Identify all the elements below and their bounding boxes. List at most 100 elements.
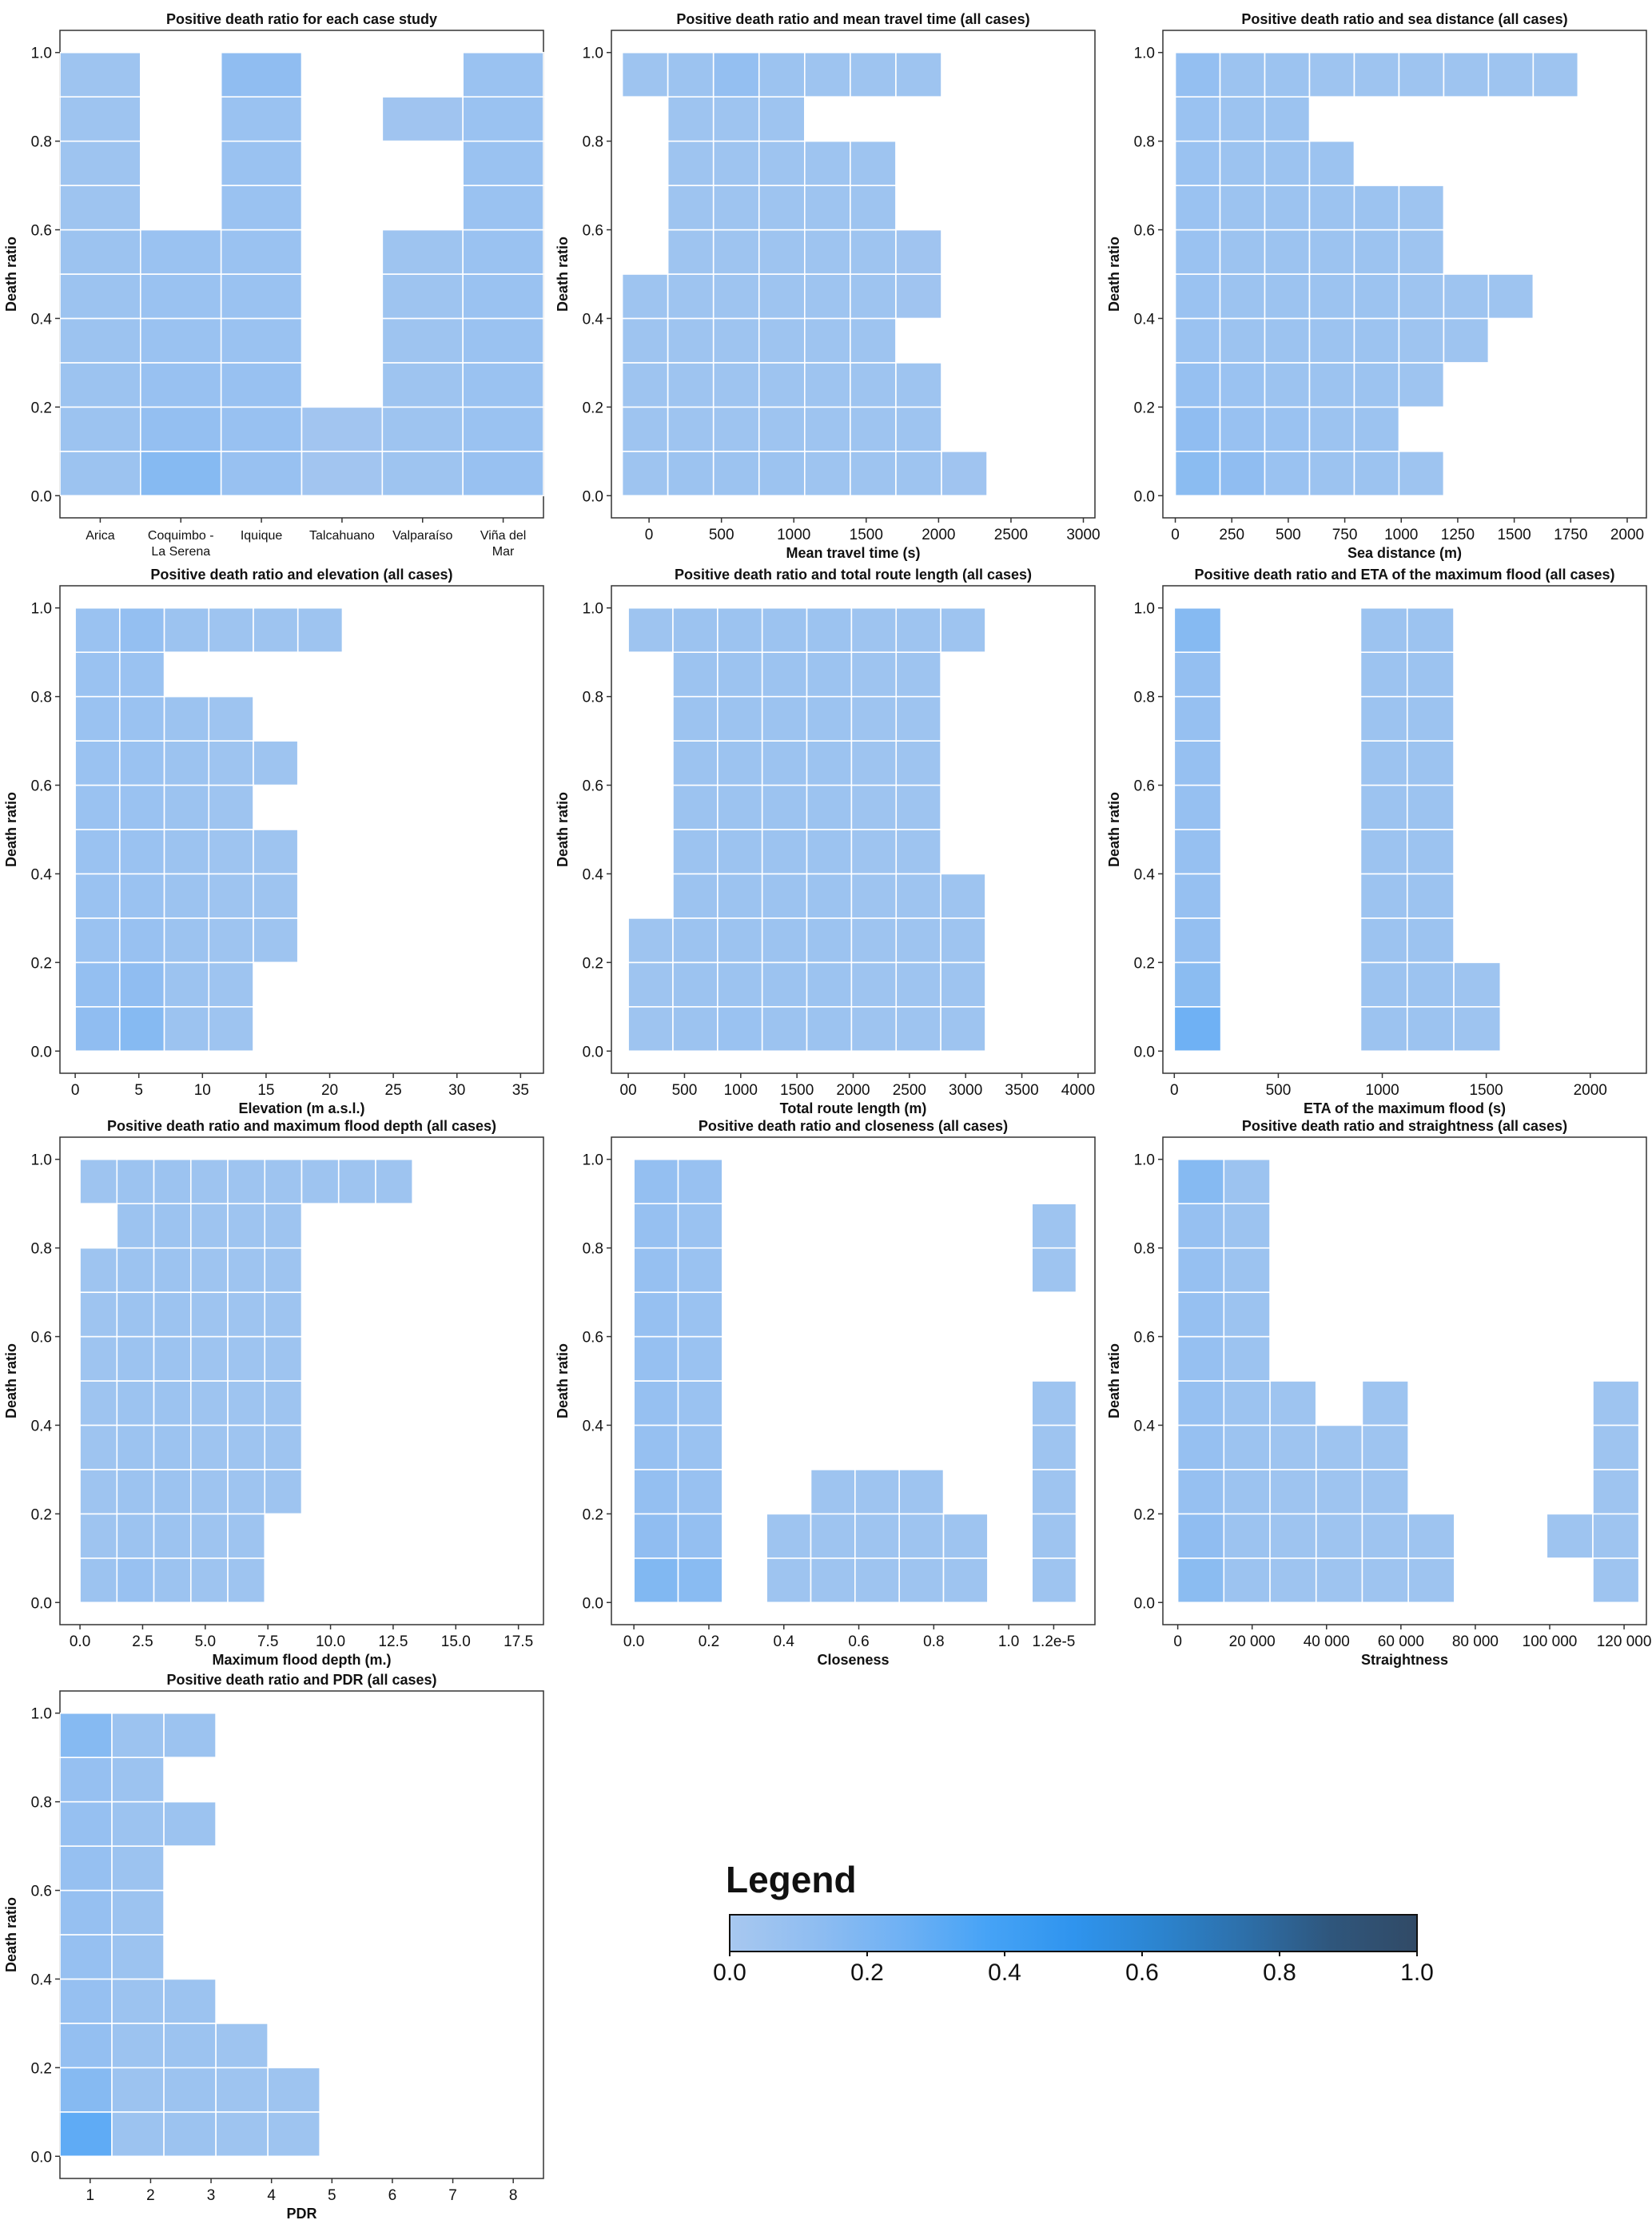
heatmap-cell [895, 273, 942, 320]
heatmap-cell [806, 829, 853, 875]
x-tick-label: 2000 [1574, 1082, 1607, 1099]
heatmap-cell [253, 917, 299, 964]
heatmap-cell [220, 362, 303, 408]
y-tick-label: 1.0 [31, 1706, 52, 1723]
heatmap-cell [1269, 1469, 1317, 1515]
x-tick-label: 750 [1332, 527, 1358, 543]
x-tick-label: 3 [207, 2187, 216, 2204]
x-tick-label: 5 [134, 1082, 143, 1099]
x-tick-label: 500 [1276, 527, 1301, 543]
heatmap-cell [253, 873, 299, 919]
heatmap-cell [677, 1203, 723, 1249]
heatmap-cell [1592, 1424, 1640, 1470]
heatmap-cell [1443, 317, 1490, 364]
heatmap-cell [1223, 1513, 1271, 1559]
heatmap-cell [111, 1889, 165, 1936]
y-tick-label: 1.0 [583, 1152, 603, 1169]
heatmap-cell [462, 362, 544, 408]
x-tick-label: 3000 [1066, 527, 1100, 543]
heatmap-cell [717, 607, 763, 653]
heatmap-cell [381, 273, 464, 320]
heatmap-cell [1592, 1558, 1640, 1604]
heatmap-cell [163, 961, 210, 1008]
heatmap-cell [79, 1513, 118, 1559]
heatmap-cell [116, 1424, 155, 1470]
x-tick-label: 2 [146, 2187, 155, 2204]
heatmap-cell [59, 2023, 113, 2069]
heatmap-cell [381, 229, 464, 275]
y-tick-label: 0.2 [1134, 1506, 1155, 1523]
y-tick-label: 0.0 [31, 488, 52, 505]
heatmap-cell [941, 451, 988, 497]
heatmap-cell [59, 229, 141, 275]
y-tick-label: 0.0 [583, 1044, 603, 1060]
x-tick-label: Viña del Mar [480, 529, 527, 559]
heatmap-cell [1406, 961, 1455, 1008]
heatmap-cell [264, 1380, 303, 1426]
heatmap-cell [1353, 273, 1400, 320]
heatmap-cell [621, 406, 669, 452]
heatmap-cell [1406, 917, 1455, 964]
heatmap-cell [59, 1757, 113, 1803]
heatmap-cell [119, 1006, 165, 1052]
heatmap-cell [677, 1247, 723, 1293]
heatmap-cell [633, 1158, 679, 1204]
heatmap-cell [163, 2023, 217, 2069]
heatmap-cell [712, 317, 760, 364]
heatmap-cell [381, 451, 464, 497]
heatmap-cell [1173, 873, 1222, 919]
heatmap-cell [672, 917, 719, 964]
y-axis-label: Death ratio [555, 792, 571, 867]
y-tick-label: 0.2 [1134, 400, 1155, 416]
heatmap-cell [667, 185, 715, 231]
heatmap-cell [1174, 406, 1221, 452]
heatmap-cell [804, 140, 851, 186]
heatmap-cell [119, 829, 165, 875]
heatmap-cell [267, 2067, 320, 2113]
y-tick-label: 0.2 [583, 955, 603, 972]
heatmap-cell [1264, 362, 1311, 408]
heatmap-cell [1315, 1424, 1363, 1470]
heatmap-cell [163, 695, 210, 742]
heatmap-cell [1406, 695, 1455, 742]
heatmap-cell [1359, 829, 1408, 875]
heatmap-cell [1176, 1291, 1225, 1338]
heatmap-cell [267, 2111, 320, 2158]
y-tick-label: 0.8 [31, 1241, 52, 1258]
heatmap-cell [208, 873, 254, 919]
heatmap-cell [111, 1800, 165, 1847]
heatmap-cell [717, 961, 763, 1008]
heatmap-cell [850, 273, 897, 320]
heatmap-cell [119, 695, 165, 742]
heatmap-cell [895, 961, 941, 1008]
y-tick-label: 0.2 [31, 2060, 52, 2077]
panel-pdr: 0.0 0.2 0.4 0.6 0.8 1.0 1 2 3 4 5 6 7 8 Positive death… [3, 1672, 544, 2222]
heatmap-cell [1308, 229, 1355, 275]
heatmap-cell [895, 451, 942, 497]
y-tick-label: 0.8 [31, 1795, 52, 1812]
heatmap-cell [667, 51, 715, 97]
heatmap-cell [1031, 1513, 1077, 1559]
heatmap-cell [621, 317, 669, 364]
x-tick-label: 20 000 [1229, 1633, 1276, 1650]
x-tick-label: 1500 [850, 527, 883, 543]
heatmap-cell [761, 695, 808, 742]
panel-total-route-length: 0.0 0.2 0.4 0.6 0.8 1.0 00 500 1000 1500 2000 2500 3… [555, 567, 1096, 1116]
heatmap-cell [1176, 1335, 1225, 1382]
heatmap-cell [1269, 1380, 1317, 1426]
heatmap-cell [74, 784, 121, 830]
heatmap-cell [940, 873, 986, 919]
heatmap-cell [119, 873, 165, 919]
y-tick-label: 0.8 [31, 690, 52, 706]
heatmap-cell [854, 1513, 900, 1559]
y-tick-label: 0.0 [1134, 1044, 1155, 1060]
x-tick-label: 3000 [949, 1082, 982, 1099]
y-tick-label: 0.4 [583, 866, 604, 883]
heatmap-cell [264, 1424, 303, 1470]
chart-title: Positive death ratio and sea distance (a… [1241, 11, 1567, 27]
heatmap-cell [677, 1513, 723, 1559]
heatmap-cell [761, 784, 808, 830]
heatmap-cell [1173, 961, 1222, 1008]
heatmap-cell [761, 829, 808, 875]
x-tick-label: 30 [448, 1082, 465, 1099]
